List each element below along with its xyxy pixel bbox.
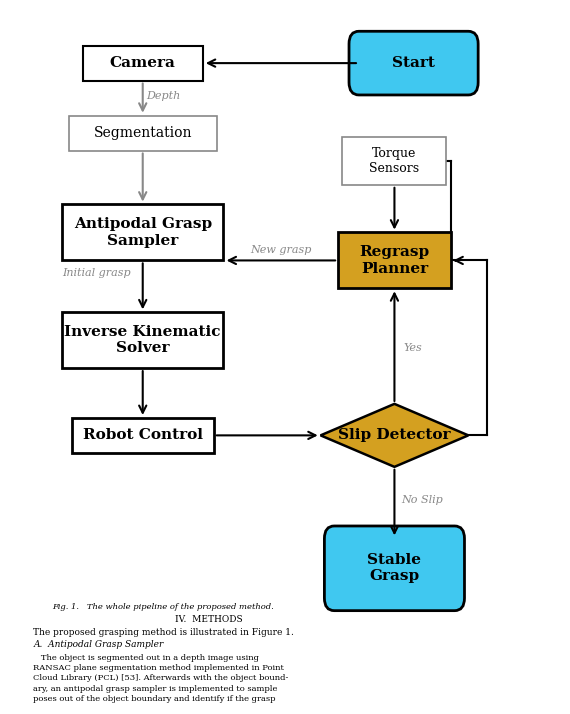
Text: Start: Start: [392, 56, 435, 70]
Text: New grasp: New grasp: [250, 245, 312, 255]
FancyBboxPatch shape: [62, 312, 223, 368]
FancyBboxPatch shape: [339, 233, 450, 288]
Text: Regrasp
Planner: Regrasp Planner: [359, 246, 430, 276]
Text: Torque
Sensors: Torque Sensors: [369, 147, 420, 175]
FancyBboxPatch shape: [62, 204, 223, 261]
Text: Fig. 1.   The whole pipeline of the proposed method.: Fig. 1. The whole pipeline of the propos…: [52, 603, 274, 611]
Text: Slip Detector: Slip Detector: [338, 428, 451, 443]
Text: Antipodal Grasp
Sampler: Antipodal Grasp Sampler: [74, 217, 212, 248]
Text: Depth: Depth: [146, 91, 181, 101]
Text: Robot Control: Robot Control: [83, 428, 203, 443]
Text: Camera: Camera: [110, 56, 176, 70]
Text: No Slip: No Slip: [401, 496, 443, 506]
Text: Stable
Grasp: Stable Grasp: [368, 553, 421, 583]
Text: A.  Antipodal Grasp Sampler: A. Antipodal Grasp Sampler: [33, 640, 164, 649]
FancyBboxPatch shape: [324, 526, 465, 610]
Text: Inverse Kinematic
Solver: Inverse Kinematic Solver: [64, 325, 221, 356]
Text: IV.  METHODS: IV. METHODS: [174, 615, 242, 624]
FancyBboxPatch shape: [83, 46, 203, 81]
FancyBboxPatch shape: [69, 116, 217, 151]
Text: Initial grasp: Initial grasp: [62, 268, 131, 278]
Text: The proposed grasping method is illustrated in Figure 1.: The proposed grasping method is illustra…: [33, 628, 294, 637]
FancyBboxPatch shape: [72, 418, 214, 453]
Text: Segmentation: Segmentation: [93, 126, 192, 140]
Polygon shape: [320, 404, 469, 467]
FancyBboxPatch shape: [349, 31, 478, 95]
FancyBboxPatch shape: [343, 137, 446, 185]
Text: Yes: Yes: [403, 343, 422, 353]
Text: The object is segmented out in a depth image using
RANSAC plane segmentation met: The object is segmented out in a depth i…: [33, 654, 288, 703]
